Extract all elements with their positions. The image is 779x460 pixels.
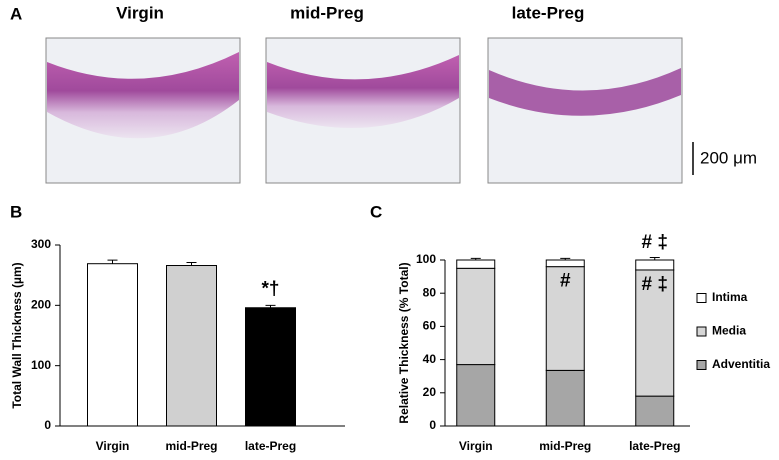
error-bar [107, 259, 118, 264]
x-tick-label: mid-Preg [539, 439, 591, 453]
image-title: mid-Preg [290, 3, 364, 22]
image-title: late-Preg [512, 3, 585, 22]
legend-swatch [696, 326, 707, 337]
panel-label: C [370, 202, 382, 221]
y-tick-label: 100 [31, 358, 51, 372]
error-bar [649, 257, 660, 260]
bar [87, 263, 138, 427]
annotation: # ‡ [642, 232, 668, 253]
bar-segment [456, 364, 496, 427]
bar-segment [545, 369, 585, 427]
y-tick-label: 20 [423, 385, 437, 399]
histology-image [45, 37, 241, 184]
legend-label: Adventitia [712, 357, 770, 371]
error-bar [470, 257, 481, 260]
y-tick-label: 100 [416, 252, 436, 266]
annotation: *† [262, 278, 280, 299]
y-tick-label: 40 [423, 352, 437, 366]
bar-segment [545, 259, 585, 268]
bar-segment [456, 267, 496, 366]
y-tick-label: 80 [423, 285, 437, 299]
y-tick-label: 60 [423, 319, 437, 333]
y-tick-label: 0 [429, 418, 436, 432]
histology-image [265, 37, 461, 184]
histology-image [487, 37, 683, 184]
y-tick-label: 200 [31, 298, 51, 312]
y-tick-label: 0 [44, 418, 51, 432]
bar [245, 307, 296, 427]
x-tick-label: late-Preg [629, 439, 680, 453]
y-tick-label: 300 [31, 237, 51, 251]
bar-segment [456, 259, 496, 269]
x-tick-label: mid-Preg [165, 439, 217, 453]
bar-segment [635, 259, 675, 271]
panel-label: B [10, 202, 22, 221]
legend-swatch [696, 360, 707, 370]
panel-label: A [10, 4, 22, 23]
x-tick-label: late-Preg [245, 439, 296, 453]
legend-label: Media [712, 324, 746, 338]
annotation: # [560, 271, 571, 292]
scale-label: 200 μm [700, 148, 757, 167]
image-title: Virgin [116, 3, 164, 22]
bar [166, 265, 217, 427]
error-bar [560, 257, 571, 260]
bar-segment [635, 395, 675, 427]
annotation: # ‡ [642, 274, 668, 295]
legend-label: Intima [712, 290, 748, 304]
error-bar [186, 261, 197, 266]
x-tick-label: Virgin [96, 439, 130, 453]
bar-segment [545, 266, 585, 371]
y-axis-label: Relative Thickness (% Total) [397, 262, 411, 423]
x-tick-label: Virgin [459, 439, 493, 453]
legend-swatch [696, 293, 707, 303]
y-axis-label: Total Wall Thickness (µm) [10, 262, 24, 408]
